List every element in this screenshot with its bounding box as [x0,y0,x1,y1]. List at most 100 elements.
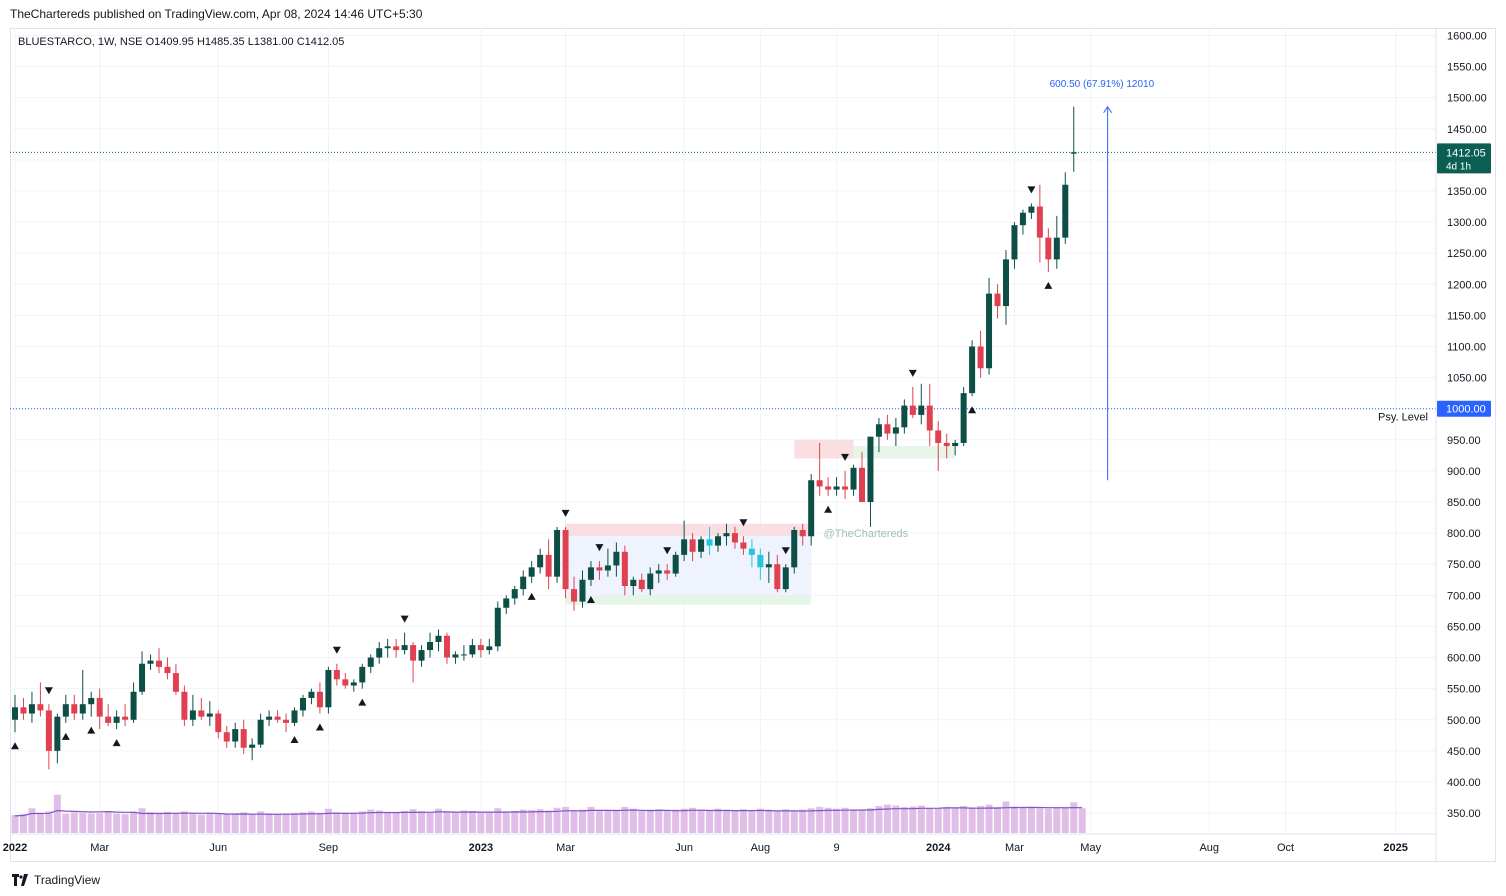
volume-bar [121,814,129,833]
candle-body [791,530,798,568]
volume-bar [1070,802,1078,833]
candle-body [537,554,544,568]
signal-up-arrow [824,505,833,513]
candle-body [799,530,806,537]
candle-body [122,716,129,720]
volume-bar [697,809,705,833]
candle-body [1062,184,1069,238]
volume-bar [943,806,951,833]
candle-body [88,697,95,705]
y-tick-label: 850.00 [1447,497,1481,509]
candle-body [1011,225,1018,260]
volume-bar [274,813,282,833]
candle-body [571,589,578,602]
candle-body [257,719,264,745]
volume-bar [917,805,925,833]
candle-body [833,486,840,490]
candle-body [62,704,69,717]
candle-body [587,567,594,580]
y-tick-label: 450.00 [1447,746,1481,758]
candle-body [418,650,425,661]
signal-down-arrow [663,547,672,555]
volume-bar [214,814,222,833]
psy-level-label: Psy. Level [1378,412,1428,424]
volume-bar [773,810,781,833]
volume-bar [545,810,553,833]
volume-bar [197,814,205,833]
publish-header: TheChartereds published on TradingView.c… [0,0,1506,28]
x-tick-label: May [1080,842,1101,854]
volume-bar [519,809,527,833]
candle-body [554,530,561,577]
volume-bar [36,812,44,833]
y-tick-label: 1450.00 [1447,124,1487,136]
candle-body [842,486,849,490]
volume-bar [739,809,747,833]
volume-bar [833,808,841,833]
y-tick-label: 1550.00 [1447,62,1487,74]
volume-bar [206,812,214,833]
candle-body [376,648,383,658]
volume-bar [714,808,722,833]
candle-body [1045,237,1052,260]
volume-bar [528,810,536,833]
signal-down-arrow [332,646,341,654]
volume-bar [418,810,426,833]
candle-body [994,293,1001,307]
candle-body [384,646,391,649]
y-tick-label: 1600.00 [1447,30,1487,42]
candle-body [189,710,196,720]
candle-body [164,666,171,674]
volume-bar [189,813,197,833]
y-tick-label: 750.00 [1447,559,1481,571]
candle-body [215,713,222,733]
volume-bar [892,805,900,833]
volume-bar [816,806,824,833]
volume-bar [1027,806,1035,833]
candle-body [37,704,44,711]
volume-bar [595,810,603,833]
signal-up-arrow [11,742,19,750]
volume-bar [511,810,519,833]
volume-bar [11,815,19,833]
footer: TradingView [12,870,100,890]
volume-bar [409,809,417,833]
volume-bar [231,813,239,833]
candle-body [1070,152,1077,154]
candle-body [986,293,993,369]
volume-bar [570,810,578,833]
candle-body [647,573,654,590]
volume-bar [147,812,155,833]
candle-body [715,536,722,546]
x-tick-label: Oct [1277,842,1294,854]
volume-bar [477,812,485,833]
last-price-label: 1412.05 [1446,147,1486,159]
volume-bar [646,809,654,833]
candle-body [20,707,27,714]
candle-body [299,697,306,711]
bar-countdown-label: 4d 1h [1446,161,1471,172]
volume-bar [680,808,688,833]
volume-bar [883,804,891,833]
volume-bar [621,806,629,833]
volume-bar [180,811,188,833]
y-tick-label: 800.00 [1447,528,1481,540]
candle-body [155,660,162,667]
signal-down-arrow [781,547,790,555]
candle-body [1019,212,1026,226]
volume-bar [79,812,87,833]
candle-body [698,539,705,552]
volume-bar [1053,807,1061,833]
candle-body [460,654,467,656]
volume-bar [807,808,815,833]
signal-up-arrow [968,406,977,414]
volume-bar [926,807,934,833]
volume-bar [341,812,349,833]
volume-bar [316,812,324,833]
x-tick-label: Mar [1005,842,1024,854]
candle-body [274,716,281,720]
candle-body [613,551,620,566]
candle-body [452,654,459,658]
volume-bar [985,804,993,833]
